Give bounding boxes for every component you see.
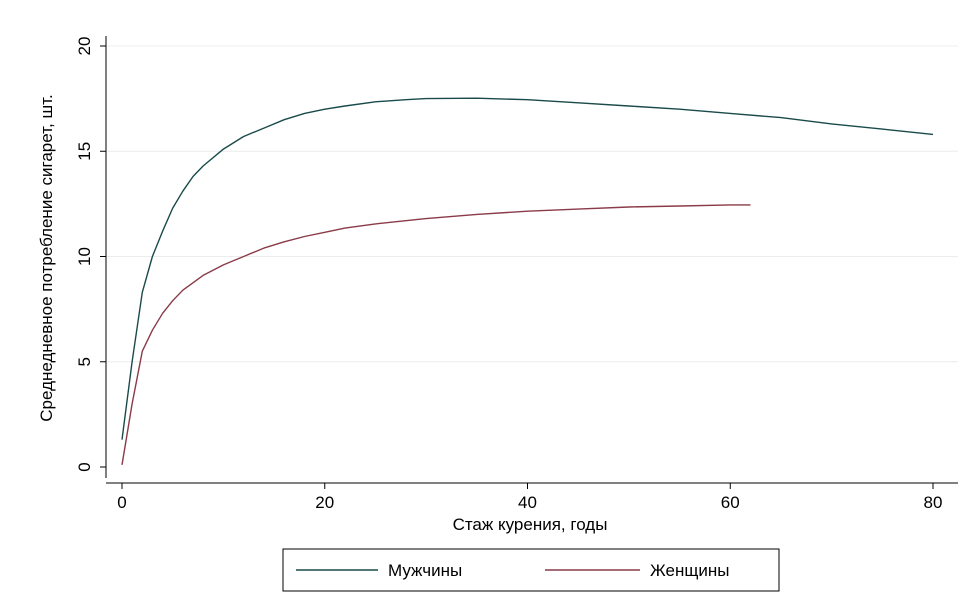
legend-box [282, 548, 780, 592]
x-tick-label: 60 [721, 493, 740, 512]
x-tick-label: 0 [117, 493, 126, 512]
legend-label-1: Мужчины [388, 561, 462, 580]
gridlines [107, 45, 958, 363]
y-tick-label: 20 [75, 37, 94, 56]
series-lines [121, 97, 934, 466]
y-tick-label: 10 [75, 247, 94, 266]
series-line-1 [121, 97, 934, 440]
legend-label-2: Женщины [650, 561, 729, 580]
legend: Мужчины Женщины [282, 548, 780, 592]
x-axis-label: Стаж курения, годы [453, 515, 608, 534]
y-tick-label: 15 [75, 142, 94, 161]
x-tick-label: 80 [924, 493, 943, 512]
x-tick-label: 40 [518, 493, 537, 512]
y-ticks: 0 5 10 15 20 [75, 37, 106, 472]
y-tick-label: 5 [75, 357, 94, 366]
x-tick-label: 20 [315, 493, 334, 512]
y-tick-label: 0 [75, 462, 94, 471]
x-ticks: 0 20 40 60 80 [117, 483, 942, 512]
series-line-2 [121, 204, 751, 466]
y-axis-label: Среднедневное потребление сигарет, шт. [37, 94, 56, 421]
